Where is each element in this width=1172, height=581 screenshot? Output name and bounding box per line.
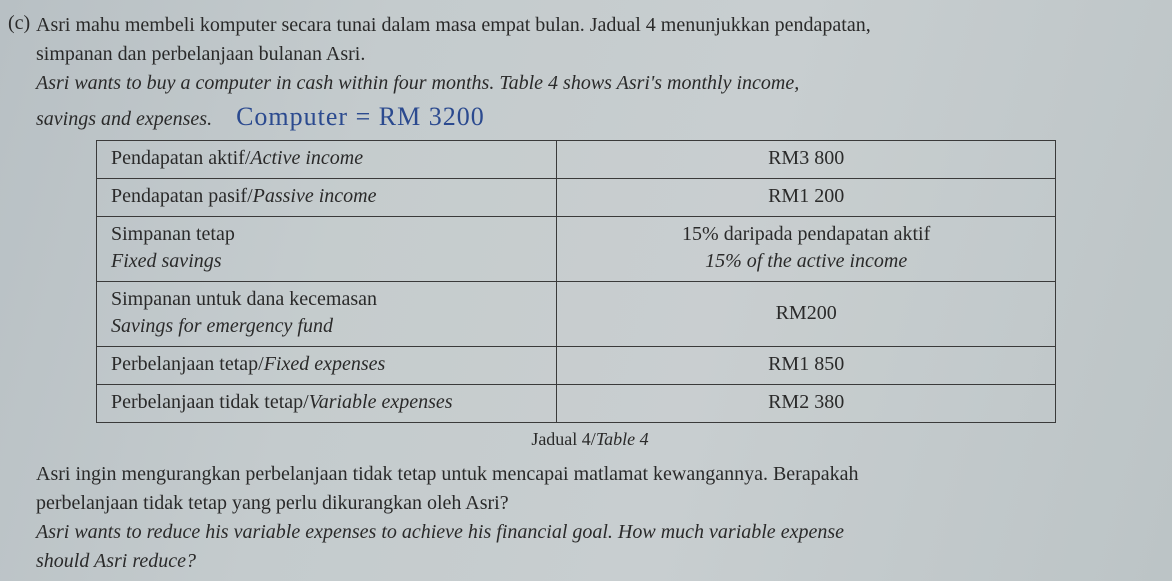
table-row: Pendapatan aktif/Active income RM3 800 — [97, 141, 1056, 179]
question-text-ms-1: Asri mahu membeli komputer secara tunai … — [36, 12, 1144, 39]
table-caption: Jadual 4/Table 4 — [36, 427, 1144, 451]
prompt-ms-1: Asri ingin mengurangkan perbelanjaan tid… — [36, 461, 1144, 488]
question-label: (c) — [8, 10, 30, 37]
caption-en: Table 4 — [596, 429, 649, 449]
question-text-en-2: savings and expenses. — [36, 106, 212, 133]
row-label-en: Active income — [250, 147, 363, 169]
row-label-ms: Pendapatan aktif/ — [111, 147, 250, 169]
table-row: Simpanan tetap Fixed savings 15% daripad… — [97, 217, 1056, 282]
row-value: RM200 — [776, 302, 837, 324]
table-row: Pendapatan pasif/Passive income RM1 200 — [97, 179, 1056, 217]
prompt-en-1: Asri wants to reduce his variable expens… — [36, 519, 1144, 546]
row-label-en: Passive income — [253, 185, 377, 207]
table-row: Perbelanjaan tidak tetap/Variable expens… — [97, 385, 1056, 423]
prompt-ms-2: perbelanjaan tidak tetap yang perlu diku… — [36, 490, 1144, 517]
row-label-en: Variable expenses — [309, 391, 453, 413]
row-label-ms: Perbelanjaan tidak tetap/ — [111, 391, 309, 413]
row-value: RM1 200 — [768, 185, 844, 207]
row-label-en: Savings for emergency fund — [111, 313, 542, 340]
row-label-ms: Simpanan untuk dana kecemasan — [111, 286, 542, 313]
row-label-ms: Perbelanjaan tetap/ — [111, 353, 264, 375]
caption-ms: Jadual 4/ — [531, 429, 596, 449]
row-label-ms: Simpanan tetap — [111, 221, 542, 248]
row-value-en: 15% of the active income — [571, 248, 1041, 275]
row-value: RM1 850 — [768, 353, 844, 375]
question-text-en-1: Asri wants to buy a computer in cash wit… — [36, 70, 1144, 97]
handwritten-note: Computer = RM 3200 — [236, 99, 485, 134]
row-value: RM2 380 — [768, 391, 844, 413]
income-table: Pendapatan aktif/Active income RM3 800 P… — [96, 140, 1056, 423]
table-row: Perbelanjaan tetap/Fixed expenses RM1 85… — [97, 347, 1056, 385]
prompt-en-2: should Asri reduce? — [36, 548, 1144, 575]
table-row: Simpanan untuk dana kecemasan Savings fo… — [97, 282, 1056, 347]
row-label-en: Fixed expenses — [264, 353, 386, 375]
row-label-ms: Pendapatan pasif/ — [111, 185, 253, 207]
question-text-ms-2: simpanan dan perbelanjaan bulanan Asri. — [36, 41, 1144, 68]
row-label-en: Fixed savings — [111, 248, 542, 275]
row-value-ms: 15% daripada pendapatan aktif — [571, 221, 1041, 248]
row-value: RM3 800 — [768, 147, 844, 169]
